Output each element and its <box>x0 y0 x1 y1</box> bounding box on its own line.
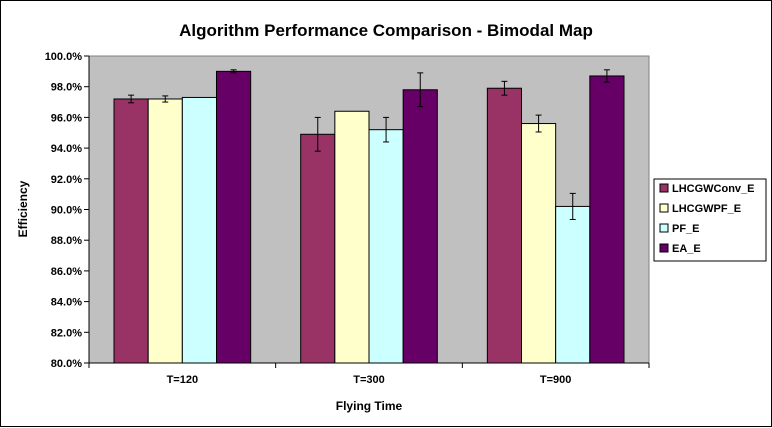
legend-box <box>653 178 767 262</box>
y-tick-label: 80.0% <box>51 358 82 370</box>
bar-lhcgwconv-e-t300 <box>300 133 336 364</box>
y-tick-label: 88.0% <box>51 235 82 247</box>
y-tick-label: 94.0% <box>51 143 82 155</box>
legend-swatch <box>659 203 669 213</box>
legend-swatch <box>659 223 669 233</box>
x-axis-title: Flying Time <box>336 399 403 413</box>
error-bars-group <box>128 69 610 220</box>
bar-lhcgwpf-e-t300 <box>334 110 370 364</box>
y-tick-label: 82.0% <box>51 327 82 339</box>
y-tick-label: 86.0% <box>51 266 82 278</box>
y-axis: 80.0% 82.0% 84.0% 86.0% 88.0% 90.0% 92.0% 94.0%… <box>45 51 90 370</box>
bars-group <box>113 70 625 364</box>
y-tick-label: 100.0% <box>45 51 83 63</box>
y-tick-label: 84.0% <box>51 297 82 309</box>
x-axis: T=120 T=300 T=900 <box>88 362 650 386</box>
y-tick-label: 96.0% <box>51 112 82 124</box>
y-tick-label: 98.0% <box>51 82 82 94</box>
bar-pf-e-t900 <box>555 205 591 364</box>
legend-label: EA_E <box>672 243 701 255</box>
bar-ea-e-t300 <box>402 89 438 364</box>
x-tick-label: T=120 <box>167 374 199 386</box>
bar-ea-e-t120 <box>215 70 252 364</box>
legend-swatch <box>659 243 669 253</box>
bar-pf-e-t120 <box>181 96 217 364</box>
bar-lhcgwconv-e-t900 <box>486 87 523 364</box>
legend-swatch <box>659 183 669 193</box>
y-tick-label: 92.0% <box>51 174 82 186</box>
chart-title: Algorithm Performance Comparison - Bimod… <box>179 21 593 40</box>
x-tick-label: T=900 <box>540 374 572 386</box>
legend: LHCGWConv_E LHCGWPF_E PF_E EA_E <box>653 178 767 262</box>
y-axis-title: Efficiency <box>16 180 30 237</box>
legend-label: PF_E <box>672 223 700 235</box>
bar-lhcgwpf-e-t120 <box>147 98 183 364</box>
legend-label: LHCGWPF_E <box>672 203 741 215</box>
x-tick-label: T=300 <box>353 374 385 386</box>
bar-lhcgwconv-e-t120 <box>113 98 149 364</box>
y-tick-label: 90.0% <box>51 205 82 217</box>
bar-lhcgwpf-e-t900 <box>521 123 557 364</box>
legend-label: LHCGWConv_E <box>672 183 755 195</box>
bar-ea-e-t900 <box>589 75 625 364</box>
bar-pf-e-t300 <box>368 129 404 364</box>
